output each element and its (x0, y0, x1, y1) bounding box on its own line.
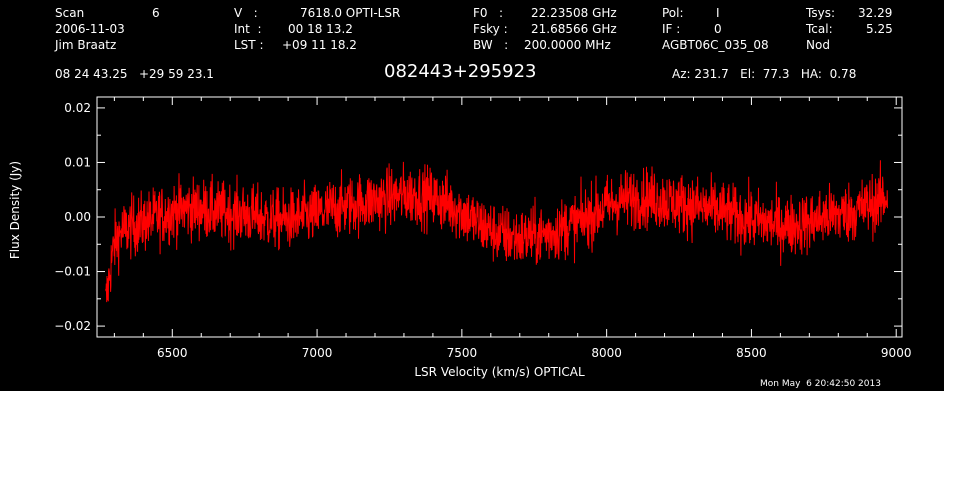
tcal-value: 5.25 (866, 22, 893, 36)
tsys-label: Tsys: (806, 6, 835, 20)
pol-value: I (716, 6, 720, 20)
tcal-label: Tcal: (806, 22, 833, 36)
axis-ticks: 6500 7000 7500 8000 8500 9000 −0.02 −0.01 0.00 0.… (54, 97, 911, 360)
fsky-value: 21.68566 GHz (531, 22, 617, 36)
spectrum-plot: 6500 7000 7500 8000 8500 9000 −0.02 −0.01 0.00 0.… (54, 96, 911, 379)
velocity-label: V : (234, 6, 258, 20)
pol-label: Pol: (662, 6, 684, 20)
az-el-ha: Az: 231.7 El: 77.3 HA: 0.78 (672, 67, 857, 81)
procedure: Nod (806, 38, 830, 52)
plot-timestamp: Mon May 6 20:42:50 2013 (760, 379, 881, 389)
f0-value: 22.23508 GHz (531, 6, 617, 20)
observer-name: Jim Braatz (55, 38, 117, 52)
source-name: 082443+295923 (384, 61, 537, 82)
x-tick-label: 8000 (591, 346, 622, 360)
y-tick-label: −0.02 (54, 319, 91, 333)
project-id: AGBT06C_035_08 (662, 38, 769, 52)
x-tick-label: 6500 (157, 346, 188, 360)
trace-layer (105, 160, 888, 303)
spectrum-panel: Scan 6 2006-11-03 Jim Braatz V : 7618.0 … (0, 0, 944, 391)
y-tick-label: 0.01 (64, 155, 91, 169)
lst-label: LST : (234, 38, 264, 52)
tsys-value: 32.29 (858, 6, 893, 20)
x-axis-label: LSR Velocity (km/s) OPTICAL (414, 365, 585, 379)
spectrum-trace (105, 160, 888, 303)
if-label: IF : (662, 22, 681, 36)
if-value: 0 (714, 22, 722, 36)
scan-label: Scan (55, 6, 85, 20)
int-label: Int : (234, 22, 262, 36)
scan-value: 6 (152, 6, 160, 20)
int-value: 00 18 13.2 (288, 22, 353, 36)
obs-date: 2006-11-03 (55, 22, 125, 36)
x-tick-label: 9000 (881, 346, 912, 360)
y-tick-label: 0.02 (64, 101, 91, 115)
velocity-value: 7618.0 OPTI-LSR (300, 6, 401, 20)
f0-label: F0 : (473, 6, 504, 20)
x-tick-label: 7000 (302, 346, 333, 360)
source-coords: 08 24 43.25 +29 59 23.1 (55, 67, 214, 81)
fsky-label: Fsky : (473, 22, 508, 36)
bw-value: 200.0000 MHz (524, 38, 611, 52)
y-tick-label: 0.00 (64, 210, 91, 224)
y-tick-label: −0.01 (54, 265, 91, 279)
x-tick-label: 7500 (447, 346, 478, 360)
bw-label: BW : (473, 38, 509, 52)
x-tick-label: 8500 (736, 346, 767, 360)
lst-value: +09 11 18.2 (282, 38, 357, 52)
